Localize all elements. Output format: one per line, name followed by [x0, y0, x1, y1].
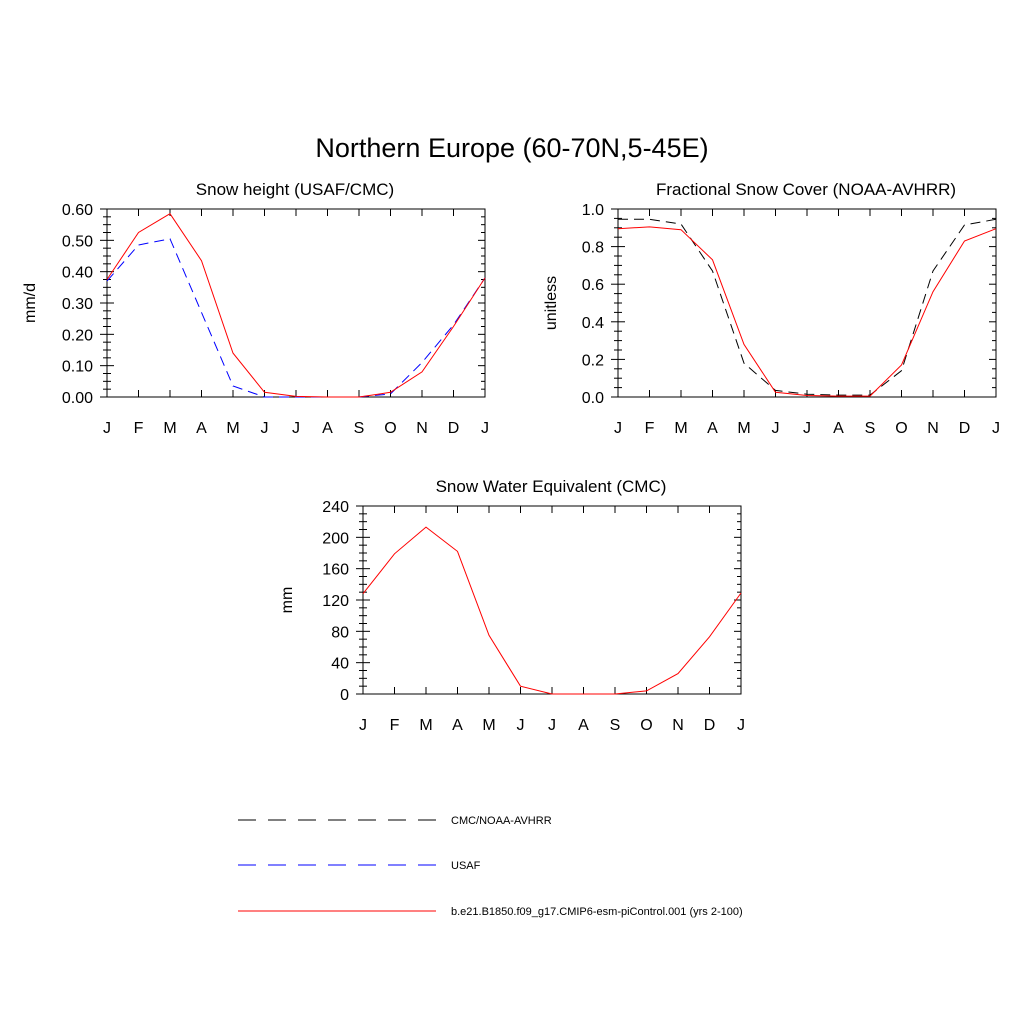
x-tick-label: J — [614, 420, 622, 437]
y-tick-label: 1.0 — [582, 202, 604, 219]
legend-item-usaf: USAF — [238, 860, 481, 872]
x-tick-label: N — [927, 420, 939, 437]
x-tick-label: F — [134, 420, 144, 437]
x-tick-label: F — [390, 717, 400, 734]
series-line-snow-water-equivalent — [362, 526, 742, 695]
x-tick-label: S — [354, 420, 365, 437]
panel-fractional-snow-cover: Fractional Snow Cover (NOAA-AVHRR) unitl… — [543, 180, 1000, 437]
x-tick-label: S — [865, 420, 876, 437]
x-tick-label: A — [322, 420, 333, 437]
panel-title-fractional-snow-cover: Fractional Snow Cover (NOAA-AVHRR) — [656, 180, 956, 199]
x-tick-label: M — [737, 420, 750, 437]
y-tick-label: 240 — [322, 499, 349, 516]
x-tick-label: J — [548, 717, 556, 734]
y-tick-label: 0.00 — [62, 390, 93, 407]
x-tick-label: J — [803, 420, 811, 437]
panel-title-snow-height: Snow height (USAF/CMC) — [196, 180, 394, 199]
x-tick-label: J — [359, 717, 367, 734]
x-tick-label: M — [419, 717, 432, 734]
x-tick-label: J — [517, 717, 525, 734]
x-tick-label: O — [640, 717, 652, 734]
x-tick-label: J — [103, 420, 111, 437]
legend-label-cmc-noaa-avhrr: CMC/NOAA-AVHRR — [451, 815, 552, 827]
x-tick-label: A — [196, 420, 207, 437]
x-tick-label: F — [645, 420, 655, 437]
y-tick-label: 0.50 — [62, 233, 93, 250]
x-tick-label: N — [416, 420, 428, 437]
plot-area-snow-height: J F M A M J J A S O N D J 0.00 0.10 0.20 0.30 0.40 0.50 0.6… — [62, 202, 489, 437]
x-tick-label: J — [292, 420, 300, 437]
x-tick-label: N — [672, 717, 684, 734]
x-tick-label: M — [482, 717, 495, 734]
y-tick-label: 0.60 — [62, 202, 93, 219]
x-tick-label: J — [992, 420, 1000, 437]
x-tick-label: D — [704, 717, 716, 734]
y-tick-label: 200 — [322, 530, 349, 547]
x-tick-label: D — [448, 420, 460, 437]
panel-title-snow-water-equivalent: Snow Water Equivalent (CMC) — [436, 477, 667, 496]
x-tick-label: M — [163, 420, 176, 437]
x-tick-label: M — [226, 420, 239, 437]
legend-item-model: b.e21.B1850.f09_g17.CMIP6-esm-piControl.… — [238, 906, 743, 918]
x-tick-label: O — [384, 420, 396, 437]
y-tick-label: 0.6 — [582, 277, 604, 294]
y-tick-label: 0.20 — [62, 327, 93, 344]
y-tick-label: 0.40 — [62, 265, 93, 282]
figure-title: Northern Europe (60-70N,5-45E) — [315, 133, 708, 163]
legend: CMC/NOAA-AVHRR USAF b.e21.B1850.f09_g17.… — [238, 815, 743, 918]
legend-label-usaf: USAF — [451, 860, 481, 872]
x-tick-label: D — [959, 420, 971, 437]
y-tick-label: 80 — [331, 624, 349, 641]
legend-label-model: b.e21.B1850.f09_g17.CMIP6-esm-piControl.… — [451, 906, 743, 918]
y-tick-label: 0.10 — [62, 359, 93, 376]
x-tick-label: J — [772, 420, 780, 437]
series-line-fractional-snow-cover — [618, 218, 997, 396]
y-tick-label: 160 — [322, 562, 349, 579]
plot-frame-fractional-snow-cover — [617, 208, 997, 398]
x-tick-label: J — [481, 420, 489, 437]
x-tick-label: S — [610, 717, 621, 734]
y-tick-label: 0 — [340, 687, 349, 704]
y-axis-label-fractional-snow-cover: unitless — [543, 276, 560, 330]
x-tick-label: A — [452, 717, 463, 734]
x-tick-label: O — [895, 420, 907, 437]
y-tick-label: 120 — [322, 593, 349, 610]
x-tick-label: A — [707, 420, 718, 437]
y-tick-label: 0.0 — [582, 390, 604, 407]
panel-snow-water-equivalent: Snow Water Equivalent (CMC) mm J F M A M J J A S… — [279, 477, 745, 734]
x-tick-label: J — [261, 420, 269, 437]
x-tick-label: A — [578, 717, 589, 734]
y-tick-label: 0.30 — [62, 296, 93, 313]
y-tick-label: 0.4 — [582, 315, 604, 332]
legend-item-cmc-noaa-avhrr: CMC/NOAA-AVHRR — [238, 815, 552, 827]
x-tick-label: M — [674, 420, 687, 437]
y-tick-label: 0.2 — [582, 352, 604, 369]
series-line-snow-height — [106, 238, 486, 398]
series-line-fractional-snow-cover — [617, 226, 997, 397]
plot-frame-snow-height — [106, 208, 486, 398]
y-axis-label-snow-water-equivalent: mm — [279, 587, 296, 614]
y-tick-label: 40 — [331, 656, 349, 673]
x-tick-label: A — [833, 420, 844, 437]
series-line-snow-height — [106, 213, 486, 398]
x-tick-label: J — [737, 717, 745, 734]
plot-area-fractional-snow-cover: J F M A M J J A S O N D J 0.0 0.2 0.4 0.6 0.8 1.0 — [582, 202, 1000, 437]
y-axis-label-snow-height: mm/d — [22, 283, 39, 323]
panel-snow-height: Snow height (USAF/CMC) mm/d J F M A M J J A S O N D… — [22, 180, 489, 437]
y-tick-label: 0.8 — [582, 240, 604, 257]
